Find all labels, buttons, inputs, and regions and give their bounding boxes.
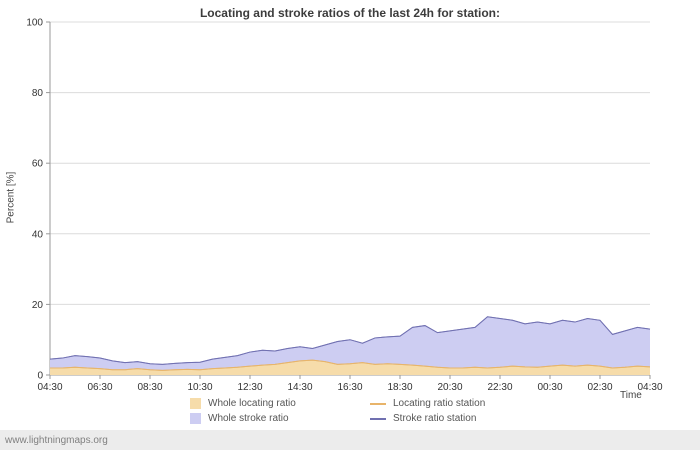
legend-line-swatch (370, 417, 386, 420)
legend-item: Whole locating ratio (190, 398, 330, 409)
x-tick-label: 14:30 (287, 382, 312, 393)
x-tick-label: 06:30 (87, 382, 112, 393)
x-tick-label: 18:30 (387, 382, 412, 393)
x-tick-label: 10:30 (187, 382, 212, 393)
legend-area-swatch (190, 398, 201, 409)
legend-item: Locating ratio station (370, 398, 510, 409)
y-tick-label: 80 (32, 88, 44, 99)
legend-label: Whole locating ratio (208, 398, 296, 409)
legend-line-swatch (370, 402, 386, 405)
x-tick-label: 08:30 (137, 382, 162, 393)
legend-item: Stroke ratio station (370, 413, 510, 424)
x-axis-label: Time (620, 390, 642, 401)
watermark: www.lightningmaps.org (5, 435, 108, 446)
x-tick-label: 22:30 (487, 382, 512, 393)
legend-item: Whole stroke ratio (190, 413, 330, 424)
line-series (50, 359, 651, 371)
y-tick-label: 0 (37, 371, 43, 382)
line-series (49, 316, 651, 365)
y-tick-label: 40 (32, 229, 44, 240)
legend-label: Stroke ratio station (393, 413, 477, 424)
chart-title: Locating and stroke ratios of the last 2… (199, 6, 501, 20)
x-tick-label: 00:30 (537, 382, 562, 393)
x-tick-label: 20:30 (437, 382, 462, 393)
area-series (50, 360, 650, 375)
x-tick-label: 02:30 (587, 382, 612, 393)
y-tick-label: 60 (32, 159, 44, 170)
y-tick-label: 100 (26, 18, 43, 29)
area-series (50, 316, 650, 375)
x-tick-label: 12:30 (237, 382, 262, 393)
y-tick-label: 20 (32, 300, 44, 311)
x-tick-label: 04:30 (37, 382, 62, 393)
legend-label: Whole stroke ratio (208, 413, 289, 424)
plot-area: 0 20 40 60 80 100 04:30 06:30 08:30 10:30 12:30 14:… (26, 18, 663, 394)
legend-label: Locating ratio station (393, 398, 486, 409)
x-tick-label: 16:30 (337, 382, 362, 393)
footer-bar (0, 430, 700, 450)
x-tick-label: 04:30 (637, 382, 662, 393)
legend: Whole locating ratio Locating ratio stati… (0, 398, 700, 424)
legend-area-swatch (190, 413, 201, 424)
